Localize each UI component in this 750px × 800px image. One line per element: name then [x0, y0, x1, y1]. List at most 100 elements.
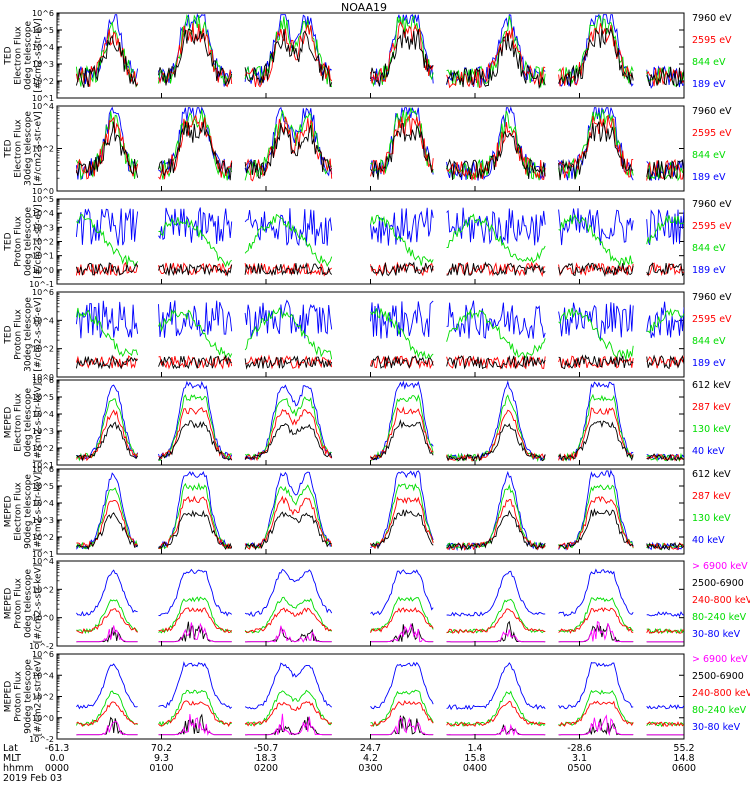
x-row-label: MLT — [3, 753, 21, 764]
legend-label: 2500-6900 — [692, 578, 744, 589]
legend-label: 30-80 keV — [692, 722, 741, 733]
y-tick-label: 10^0 — [32, 714, 54, 723]
series-line — [75, 354, 684, 370]
y-tick-label: 10^4 — [32, 499, 54, 508]
y-axis-label-line: TED — [4, 325, 14, 344]
legend-label: 2595 eV — [692, 128, 732, 139]
x-tick-label-lat: 70.2 — [151, 743, 172, 754]
y-tick-label: 10^6 — [32, 288, 54, 297]
y-axis-label-line: Electron Flux — [14, 26, 24, 85]
y-tick-label: 10^4 — [32, 316, 54, 325]
y-tick-label: 10^4 — [32, 43, 54, 52]
y-tick-label: 10^4 — [32, 671, 54, 680]
legend-label: 287 keV — [692, 402, 731, 413]
x-tick-label-lat: 24.7 — [360, 743, 381, 754]
legend-label: 7960 eV — [692, 199, 732, 210]
y-axis-label: TED Proton Flux 30deg telescope [#/cm2-s-st… — [4, 297, 44, 372]
y-axis-label-line: Proton Flux — [14, 216, 24, 267]
legend-label: 189 eV — [692, 79, 726, 90]
legend-label: 7960 eV — [692, 106, 732, 117]
y-tick-label: 10^4 — [32, 102, 54, 111]
series-line — [75, 261, 684, 277]
y-axis-label: MEPED Electron Flux 0deg telescope [#/cm2-s… — [4, 383, 44, 462]
y-tick-label: 10^4 — [32, 410, 54, 419]
y-axis-label-line: TED — [4, 139, 14, 158]
y-tick-label: 10^5 — [32, 26, 54, 35]
x-tick-label-lat: 55.2 — [673, 743, 694, 754]
y-tick-label: 10^3 — [32, 516, 54, 525]
y-tick-label: 10^2 — [32, 238, 54, 247]
y-axis-label-line: [#/cm2-s-str-keV] — [34, 472, 44, 551]
y-tick-label: 10^2 — [32, 585, 54, 594]
x-tick-label-mlt: 4.2 — [363, 753, 378, 764]
y-axis-label-line: Proton Flux — [14, 578, 24, 629]
x-row-label: hhmm — [3, 763, 34, 774]
y-axis-label-line: Proton Flux — [14, 309, 24, 360]
legend-label: 80-240 keV — [692, 612, 747, 623]
y-axis-label-line: 0deg telescope — [24, 21, 34, 91]
legend-label: 80-240 keV — [692, 705, 747, 716]
y-axis-label-line: MEPED — [4, 588, 14, 620]
y-axis-label-line: Electron Flux — [14, 119, 24, 178]
legend-label: 240-800 keV — [692, 688, 750, 699]
legend-label: 287 keV — [692, 491, 731, 502]
y-tick-label: 10^1 — [32, 461, 54, 470]
y-tick-label: 10^6 — [32, 465, 54, 474]
series-traces — [75, 661, 684, 737]
y-tick-label: 10^6 — [32, 650, 54, 659]
x-tick-label-hhmm: 0100 — [149, 763, 173, 774]
legend-label: 2595 eV — [692, 314, 732, 325]
y-axis-label-line: [#/cm2-s-str-eV] — [34, 297, 44, 372]
y-axis-label-line: [#/cm2-s-str-eV] — [34, 18, 44, 93]
y-axis-label-line: MEPED — [4, 407, 14, 439]
y-axis-label-line: [#/cm2-s-str-keV] — [34, 564, 44, 643]
series-line — [75, 207, 684, 247]
series-line — [75, 689, 684, 728]
y-axis-label: MEPED Electron Flux 90deg telescope [#/cm2-… — [4, 472, 44, 551]
y-axis-label-line: [#/cm2-s-str-eV] — [34, 204, 44, 279]
y-axis-label-line: 0deg telescope — [24, 207, 34, 277]
series-line — [76, 621, 684, 643]
x-tick-label-mlt: 9.3 — [154, 753, 169, 764]
series-traces — [75, 207, 684, 278]
legend-label: 40 keV — [692, 446, 725, 457]
legend-label: 240-800 keV — [692, 595, 750, 606]
y-axis-label-line: 0deg telescope — [24, 569, 34, 639]
y-axis-label: TED Proton Flux 0deg telescope [#/cm2-s-str… — [4, 204, 44, 279]
y-axis-label-line: MEPED — [4, 496, 14, 528]
y-tick-label: 10^2 — [32, 77, 54, 86]
series-line — [76, 419, 684, 462]
y-axis-label-line: [#/cm2-s-str-keV] — [34, 657, 44, 736]
y-tick-label: 10^2 — [32, 533, 54, 542]
x-tick-label-mlt: 15.8 — [464, 753, 485, 764]
series-line — [76, 406, 684, 462]
series-line — [76, 713, 684, 737]
x-tick-label-lat: -61.3 — [45, 743, 70, 754]
legend-label: 130 keV — [692, 424, 731, 435]
y-axis-label-line: TED — [4, 232, 14, 251]
x-tick-label-hhmm: 0400 — [463, 763, 487, 774]
y-axis-label-line: [#/cm2-s-str-eV] — [34, 111, 44, 186]
y-tick-label: 10^2 — [32, 693, 54, 702]
date-label: 2019 Feb 03 — [3, 773, 62, 784]
series-line — [76, 495, 684, 551]
series-traces — [75, 13, 684, 90]
chart-title: NOAA19 — [341, 1, 387, 14]
legend-label: > 6900 keV — [692, 654, 748, 665]
x-tick-label-mlt: 18.3 — [255, 753, 276, 764]
x-tick-label-mlt: 0.0 — [49, 753, 64, 764]
y-tick-label: 10^3 — [32, 223, 54, 232]
y-axis-label-line: 0deg telescope — [24, 388, 34, 458]
legend-label: 2595 eV — [692, 221, 732, 232]
y-axis-label: TED Electron Flux 30deg telescope [#/cm2-s-… — [4, 111, 44, 186]
y-axis-label-line: 30deg telescope — [24, 111, 34, 186]
series-line — [76, 699, 684, 728]
y-tick-label: 10^0 — [32, 266, 54, 275]
series-traces — [76, 380, 684, 463]
